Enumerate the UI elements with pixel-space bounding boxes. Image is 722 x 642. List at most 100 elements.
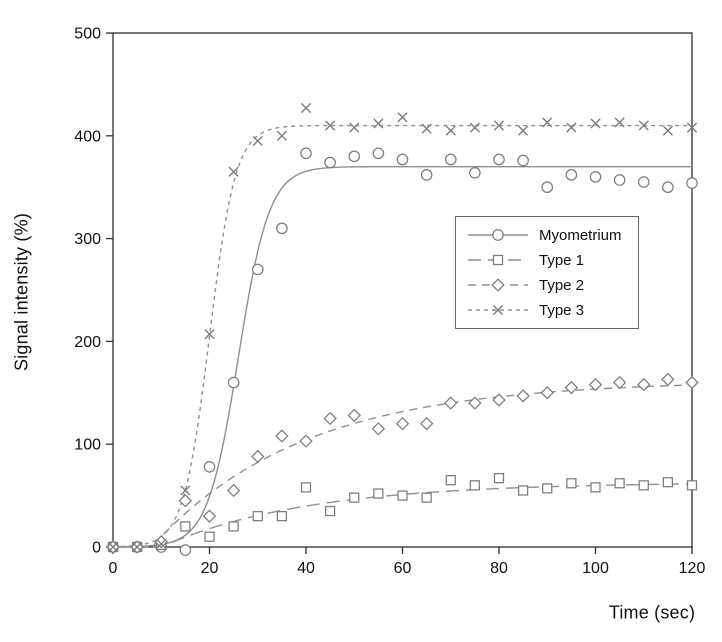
marker-square xyxy=(421,492,432,503)
marker-square xyxy=(686,480,698,491)
marker-diamond xyxy=(612,375,627,390)
marker-square xyxy=(180,521,191,532)
marker-circle xyxy=(348,150,361,163)
marker-square xyxy=(204,531,215,542)
marker-x xyxy=(300,102,312,114)
x-tick-label: 80 xyxy=(490,560,508,577)
marker-diamond xyxy=(468,396,482,410)
marker-diamond xyxy=(275,429,289,443)
marker-x xyxy=(542,117,553,128)
marker-diamond xyxy=(564,380,579,395)
marker-diamond xyxy=(516,389,530,403)
marker-square xyxy=(542,483,553,494)
legend: Myometrium Type 1 Type 2 Type 3 xyxy=(455,216,639,329)
marker-x xyxy=(518,125,529,136)
x-tick-label: 0 xyxy=(109,560,118,577)
marker-diamond xyxy=(371,422,386,436)
marker-circle xyxy=(251,263,264,276)
series-type-1 xyxy=(107,472,698,553)
marker-square xyxy=(614,478,625,489)
marker-x xyxy=(492,304,504,316)
marker-diamond xyxy=(588,377,603,392)
marker-circle xyxy=(662,181,674,194)
marker-diamond xyxy=(661,372,675,387)
marker-x xyxy=(566,122,577,133)
marker-circle xyxy=(589,171,602,183)
marker-diamond xyxy=(419,416,434,431)
marker-x xyxy=(252,135,263,147)
legend-item: Myometrium xyxy=(466,224,622,246)
marker-diamond xyxy=(395,416,410,431)
marker-diamond xyxy=(251,449,265,464)
marker-x xyxy=(107,541,119,553)
legend-item: Type 1 xyxy=(466,249,622,271)
marker-x xyxy=(590,118,601,129)
legend-line-sample xyxy=(468,278,528,292)
marker-diamond xyxy=(347,408,361,423)
legend-label: Type 3 xyxy=(539,301,585,319)
legend-line-sample xyxy=(468,229,528,241)
legend-line-sample xyxy=(468,254,528,266)
fit-curve-type-3 xyxy=(112,124,692,548)
fit-curve-myometrium xyxy=(112,165,692,548)
marker-circle xyxy=(179,544,192,556)
marker-circle xyxy=(686,177,698,189)
marker-diamond xyxy=(202,509,217,523)
marker-square xyxy=(397,490,408,501)
marker-circle xyxy=(517,154,529,167)
marker-circle xyxy=(493,153,505,166)
legend-label: Myometrium xyxy=(539,226,622,244)
marker-diamond xyxy=(323,411,337,426)
marker-square xyxy=(373,488,384,499)
y-tick-label: 200 xyxy=(74,334,101,351)
y-tick-label: 500 xyxy=(74,26,101,43)
y-tick-label: 0 xyxy=(92,540,101,557)
marker-circle xyxy=(613,174,626,186)
marker-x xyxy=(373,118,384,129)
legend-label: Type 2 xyxy=(539,276,585,294)
marker-square xyxy=(492,254,504,266)
marker-x xyxy=(421,123,432,134)
marker-diamond xyxy=(685,375,699,390)
marker-square xyxy=(276,511,287,522)
marker-x xyxy=(156,538,167,550)
series-type-3 xyxy=(107,102,698,553)
marker-square xyxy=(228,521,239,532)
marker-circle xyxy=(396,153,409,166)
marker-x xyxy=(614,117,625,128)
marker-x xyxy=(686,122,698,133)
marker-diamond xyxy=(226,483,241,498)
marker-square xyxy=(300,482,312,493)
marker-circle xyxy=(372,147,385,160)
marker-square xyxy=(469,480,480,491)
x-tick-label: 20 xyxy=(201,560,219,577)
marker-x xyxy=(469,122,480,133)
x-tick-label: 40 xyxy=(297,560,315,577)
marker-x xyxy=(132,541,143,553)
legend-line-sample xyxy=(468,304,528,316)
y-tick-label: 400 xyxy=(74,128,101,145)
marker-square xyxy=(252,511,263,522)
marker-circle xyxy=(565,169,578,181)
marker-square xyxy=(590,482,601,493)
marker-square xyxy=(566,478,577,489)
legend-item: Type 2 xyxy=(466,274,622,296)
marker-circle xyxy=(420,169,433,181)
marker-square xyxy=(493,472,505,484)
x-tick-label: 100 xyxy=(582,560,609,577)
marker-diamond xyxy=(637,377,651,392)
marker-x xyxy=(638,120,649,131)
x-tick-label: 120 xyxy=(679,560,706,577)
marker-diamond xyxy=(492,393,506,407)
legend-label: Type 1 xyxy=(539,251,585,269)
marker-circle xyxy=(300,147,312,160)
marker-x xyxy=(349,122,360,133)
marker-diamond xyxy=(491,278,505,292)
marker-diamond xyxy=(299,434,313,448)
marker-circle xyxy=(541,181,554,194)
marker-x xyxy=(180,485,191,496)
marker-square xyxy=(518,485,529,496)
marker-circle xyxy=(469,166,481,179)
